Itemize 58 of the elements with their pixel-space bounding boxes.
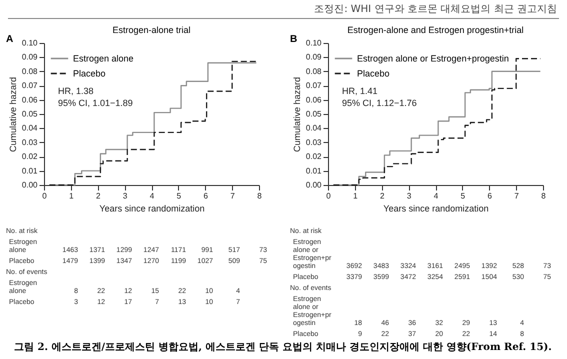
y-tick-label: 0.03 <box>306 138 322 147</box>
x-tick-label: 6 <box>488 192 493 200</box>
x-tick-label: 8 <box>257 192 262 200</box>
y-tick-label: 0.02 <box>306 152 322 162</box>
y-tick-label: 0.09 <box>306 52 322 62</box>
x-tick-label: 2 <box>96 192 102 200</box>
legend-label: Placebo <box>357 68 390 78</box>
x-axis-title: Years since randomization <box>99 204 205 214</box>
x-tick-label: 6 <box>204 192 209 200</box>
y-tick-label: 0.00 <box>306 180 322 190</box>
x-tick-label: 0 <box>42 192 48 200</box>
x-tick-label: 7 <box>514 192 520 200</box>
x-tick-label: 4 <box>150 192 155 200</box>
x-axis-title: Years since randomization <box>383 204 489 214</box>
y-tick-label: 0.02 <box>22 152 38 162</box>
y-tick-label: 0.07 <box>306 81 322 90</box>
chart-title: Estrogen-alone trial <box>112 25 191 35</box>
y-tick-label: 0.05 <box>306 110 322 118</box>
y-tick-label: 0.08 <box>306 66 322 76</box>
y-tick-label: 0.07 <box>22 81 38 90</box>
x-tick-label: 0 <box>326 192 332 200</box>
y-tick-label: 0.05 <box>22 110 38 118</box>
x-tick-label: 3 <box>122 192 128 200</box>
y-tick-label: 0.04 <box>22 124 38 133</box>
x-tick-label: 8 <box>541 192 546 200</box>
caption: 그림 2. 에스트로겐/프로제스틴 병합요법, 에스트로겐 단독 요법의 치매나 경도인지장애에 대한 영향(From Ref. 15). <box>14 341 552 354</box>
legend-label: Estrogen alone or Estrogen+progestin <box>357 54 509 64</box>
annotation: HR, 1.41 <box>342 86 378 96</box>
x-tick-label: 3 <box>406 192 412 200</box>
y-axis-title: Cumulative hazard <box>292 76 302 152</box>
legend-label: Estrogen alone <box>73 54 134 64</box>
chart-title: Estrogen-alone and Estrogen progestin+trial <box>347 25 524 35</box>
x-tick-label: 2 <box>380 192 386 200</box>
x-tick-label: 1 <box>353 192 358 200</box>
text: A <box>6 34 14 45</box>
y-tick-label: 0.10 <box>306 38 322 48</box>
y-tick-label: 0.09 <box>22 52 38 62</box>
x-tick-label: 1 <box>69 192 74 200</box>
y-tick-label: 0.04 <box>306 124 322 133</box>
x-tick-label: 5 <box>460 192 466 200</box>
y-tick-label: 0.06 <box>22 95 38 104</box>
y-tick-label: 0.08 <box>22 66 38 76</box>
annotation: 95% CI, 1.12−1.76 <box>342 98 417 108</box>
y-tick-label: 0.06 <box>306 95 322 104</box>
x-tick-label: 7 <box>230 192 236 200</box>
text: 조정진: WHI 연구와 호르몬 대체요법의 최근 권고지침 <box>314 3 557 16</box>
x-tick-label: 5 <box>176 192 182 200</box>
y-tick-label: 0.00 <box>22 180 38 190</box>
y-tick-label: 0.01 <box>306 166 322 176</box>
annotation: 95% CI, 1.01−1.89 <box>58 98 133 108</box>
y-tick-label: 0.10 <box>22 38 38 48</box>
x-tick-label: 4 <box>434 192 439 200</box>
legend-label: Placebo <box>73 68 106 78</box>
annotation: HR, 1.38 <box>58 86 94 96</box>
y-axis-title: Cumulative hazard <box>8 76 18 152</box>
text: B <box>290 34 298 45</box>
y-tick-label: 0.03 <box>22 138 38 147</box>
y-tick-label: 0.01 <box>22 166 38 176</box>
